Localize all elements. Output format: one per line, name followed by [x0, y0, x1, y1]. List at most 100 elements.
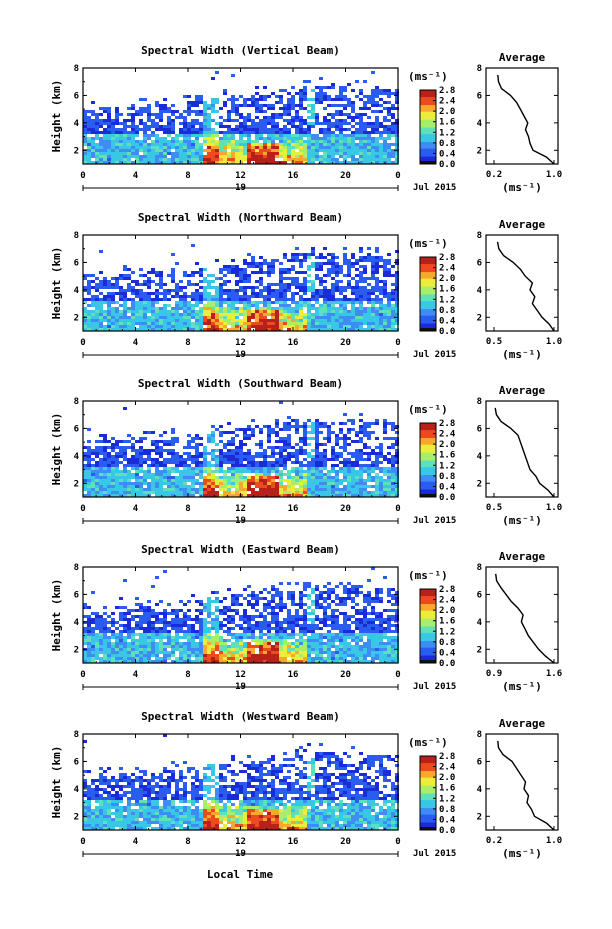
y-tick-label: 4	[74, 286, 80, 296]
heatmap-cell	[291, 461, 295, 464]
heatmap-cell	[271, 316, 275, 319]
heatmap-cell	[395, 304, 399, 307]
heatmap-cell	[159, 137, 163, 140]
heatmap-cell	[259, 104, 263, 107]
heatmap-cell	[95, 325, 99, 328]
heatmap-cell	[107, 280, 111, 283]
heatmap-cell	[371, 310, 375, 313]
heatmap-cell	[183, 143, 187, 146]
heatmap-cell	[107, 140, 111, 143]
heatmap-cell	[227, 443, 231, 446]
heatmap-cell	[275, 128, 279, 131]
heatmap-cell	[327, 104, 331, 107]
heatmap-cell	[235, 307, 239, 310]
heatmap-cell	[315, 295, 319, 298]
heatmap-cell	[111, 461, 115, 464]
heatmap-cell	[95, 319, 99, 322]
heatmap-cell	[251, 262, 255, 265]
heatmap-cell	[303, 286, 307, 289]
heatmap-cell	[371, 152, 375, 155]
heatmap-cell	[351, 104, 355, 107]
heatmap-cell	[87, 464, 91, 467]
heatmap-cell	[363, 143, 367, 146]
heatmap-cell	[147, 458, 151, 461]
heatmap-cell	[187, 158, 191, 161]
heatmap-cell	[203, 455, 207, 458]
heatmap-cell	[343, 464, 347, 467]
heatmap-cell	[87, 122, 91, 125]
heatmap-cell	[163, 292, 167, 295]
heatmap-cell	[99, 122, 103, 125]
heatmap-cell	[123, 322, 127, 325]
heatmap-cell	[119, 624, 123, 627]
heatmap-cell	[319, 265, 323, 268]
colorbar-swatch	[420, 461, 436, 464]
heatmap-cell	[271, 283, 275, 286]
heatmap-cell	[107, 446, 111, 449]
heatmap-cell	[371, 161, 375, 164]
heatmap-cell	[323, 98, 327, 101]
heatmap-cell	[207, 437, 211, 440]
heatmap-cell	[307, 322, 311, 325]
heatmap-cell	[167, 328, 171, 331]
average-x-tick-label: 1.0	[546, 337, 562, 347]
heatmap-cell	[151, 660, 155, 663]
heatmap-cell	[207, 434, 211, 437]
heatmap-cell	[239, 310, 243, 313]
heatmap-cell	[135, 461, 139, 464]
heatmap-cell	[207, 494, 211, 497]
heatmap-cell	[367, 125, 371, 128]
heatmap-cell	[179, 280, 183, 283]
heatmap-cell	[271, 307, 275, 310]
heatmap-cell	[143, 458, 147, 461]
average-y-tick-label: 2	[477, 479, 482, 489]
heatmap-cell	[183, 286, 187, 289]
colorbar-swatch	[420, 494, 436, 497]
y-tick-label: 4	[74, 452, 80, 462]
heatmap-cell	[215, 149, 219, 152]
heatmap-cell	[383, 92, 387, 95]
colorbar-swatch	[420, 460, 436, 462]
heatmap-cell	[131, 328, 135, 331]
heatmap-cell	[391, 161, 395, 164]
heatmap-cell	[99, 615, 103, 618]
heatmap-cell	[339, 140, 343, 143]
heatmap-cell	[347, 467, 351, 470]
heatmap-cell	[163, 328, 167, 331]
heatmap-cell	[199, 313, 203, 316]
heatmap-cell	[359, 328, 363, 331]
heatmap-cell	[231, 268, 235, 271]
heatmap-cell	[387, 92, 391, 95]
heatmap-cell	[203, 328, 207, 331]
heatmap-cell	[111, 295, 115, 298]
heatmap-cell	[367, 122, 371, 125]
heatmap-cell	[255, 110, 259, 113]
heatmap-cell	[231, 155, 235, 158]
heatmap-cell	[147, 307, 151, 310]
heatmap-cell	[231, 313, 235, 316]
heatmap-cell	[267, 286, 271, 289]
heatmap-cell	[187, 455, 191, 458]
heatmap-cell	[395, 476, 399, 479]
heatmap-cell	[123, 292, 127, 295]
heatmap-cell	[195, 101, 199, 104]
heatmap-cell	[187, 107, 191, 110]
heatmap-cell	[379, 158, 383, 161]
heatmap-cell	[251, 464, 255, 467]
heatmap-cell	[95, 467, 99, 470]
heatmap-cell	[363, 494, 367, 497]
heatmap-cell	[355, 262, 359, 265]
heatmap-cell	[315, 422, 319, 425]
average-frame	[485, 67, 559, 165]
heatmap-cell	[335, 95, 339, 98]
heatmap-cell	[283, 143, 287, 146]
heatmap-cell	[335, 485, 339, 488]
heatmap-cell	[239, 286, 243, 289]
colorbar-swatch	[420, 478, 436, 481]
heatmap-cell	[199, 461, 203, 464]
heatmap-cell	[95, 639, 99, 642]
heatmap-cell	[383, 128, 387, 131]
heatmap-cell	[379, 146, 383, 149]
heatmap-cell	[303, 128, 307, 131]
x-tick-label: 0	[395, 338, 400, 348]
